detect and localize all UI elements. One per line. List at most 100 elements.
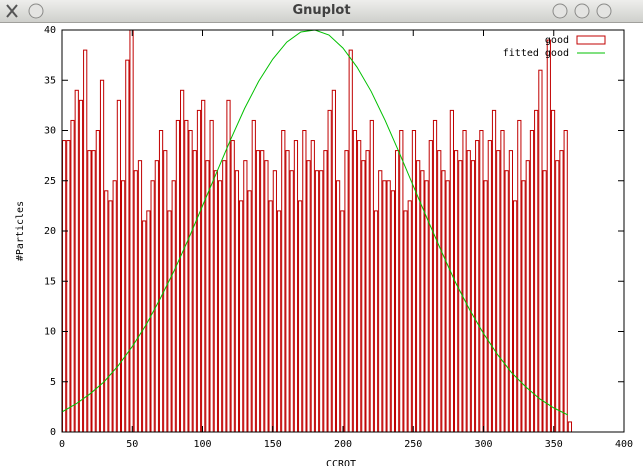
- bar: [175, 119, 181, 433]
- bar: [209, 119, 214, 433]
- bar: [487, 140, 492, 433]
- bar: [386, 180, 391, 433]
- bar: [416, 160, 421, 433]
- bar: [226, 99, 231, 433]
- y-tick-label: 15: [44, 276, 56, 287]
- bar: [432, 119, 438, 433]
- maximize-button[interactable]: [574, 3, 590, 19]
- bar: [513, 200, 518, 433]
- x-tick-label: 300: [474, 439, 492, 450]
- bar: [458, 160, 463, 433]
- bar: [344, 150, 349, 433]
- window-title: Gnuplot: [292, 3, 351, 18]
- bar: [281, 130, 286, 433]
- title-icons: [6, 3, 612, 19]
- legend-label: fitted good: [503, 48, 569, 59]
- bar: [112, 180, 117, 433]
- bar: [247, 190, 252, 433]
- menu-button[interactable]: [28, 3, 44, 19]
- bar: [352, 130, 358, 433]
- bar: [230, 140, 235, 433]
- bar: [167, 210, 172, 433]
- bar: [121, 180, 126, 433]
- bar: [504, 170, 509, 433]
- bar: [399, 130, 404, 433]
- bar: [496, 150, 501, 433]
- bar: [239, 200, 244, 433]
- bar: [78, 99, 84, 433]
- bar: [222, 160, 227, 433]
- bar: [567, 421, 573, 433]
- bar: [453, 150, 459, 433]
- legend-label: good: [545, 35, 569, 46]
- bar: [441, 170, 446, 433]
- bar: [99, 79, 105, 433]
- bar: [411, 130, 417, 433]
- bar: [201, 99, 206, 433]
- x-tick-label: 150: [264, 439, 282, 450]
- bar: [243, 160, 248, 433]
- bar: [534, 109, 539, 433]
- bar: [234, 170, 240, 433]
- bar: [276, 210, 282, 433]
- bar: [327, 109, 332, 433]
- bar: [361, 160, 366, 433]
- bar: [205, 160, 210, 433]
- y-tick-label: 10: [44, 327, 56, 338]
- bar: [289, 170, 294, 433]
- bar: [264, 160, 269, 433]
- bar: [158, 130, 164, 433]
- bar: [180, 89, 185, 433]
- y-tick-label: 0: [50, 427, 56, 438]
- x-tick-label: 200: [334, 439, 352, 450]
- bar: [83, 49, 88, 433]
- y-tick-label: 35: [44, 75, 56, 86]
- bar: [302, 130, 307, 433]
- bar: [293, 140, 299, 433]
- bar: [314, 170, 320, 433]
- x-axis-label: CCROT: [326, 459, 356, 466]
- bar: [331, 89, 336, 433]
- bar: [217, 180, 223, 433]
- bar: [171, 180, 176, 433]
- bar: [394, 150, 400, 433]
- bar: [184, 119, 189, 433]
- bar: [340, 210, 345, 433]
- close-button[interactable]: [596, 3, 612, 19]
- bar: [310, 140, 315, 433]
- minimize-button[interactable]: [552, 3, 568, 19]
- bar: [466, 150, 471, 433]
- bar: [154, 160, 159, 433]
- bar: [104, 190, 109, 433]
- bar: [150, 180, 155, 433]
- bar: [373, 210, 379, 433]
- y-tick-label: 20: [44, 226, 56, 237]
- bar: [188, 130, 193, 433]
- x-tick-label: 400: [615, 439, 633, 450]
- bar: [462, 130, 467, 433]
- bar: [378, 170, 383, 433]
- bar: [428, 140, 433, 433]
- bar: [323, 150, 328, 433]
- bar: [66, 140, 71, 433]
- bar: [272, 170, 277, 433]
- x-tick-label: 0: [59, 439, 65, 450]
- bar: [108, 200, 113, 433]
- bar: [437, 150, 442, 433]
- bar: [529, 130, 535, 433]
- y-axis-label: #Particles: [15, 201, 26, 261]
- bar: [133, 170, 138, 433]
- bar: [196, 109, 202, 433]
- bar: [559, 150, 564, 433]
- bar: [491, 109, 497, 433]
- title-bar: Gnuplot: [0, 0, 643, 23]
- bar: [129, 29, 134, 433]
- x-tick-label: 350: [545, 439, 563, 450]
- bar: [546, 39, 551, 433]
- bar: [525, 160, 530, 433]
- x-tick-label: 50: [126, 439, 138, 450]
- x-tick-label: 100: [193, 439, 211, 450]
- app-icon[interactable]: [6, 4, 18, 18]
- bar: [285, 150, 290, 433]
- bar: [508, 150, 514, 433]
